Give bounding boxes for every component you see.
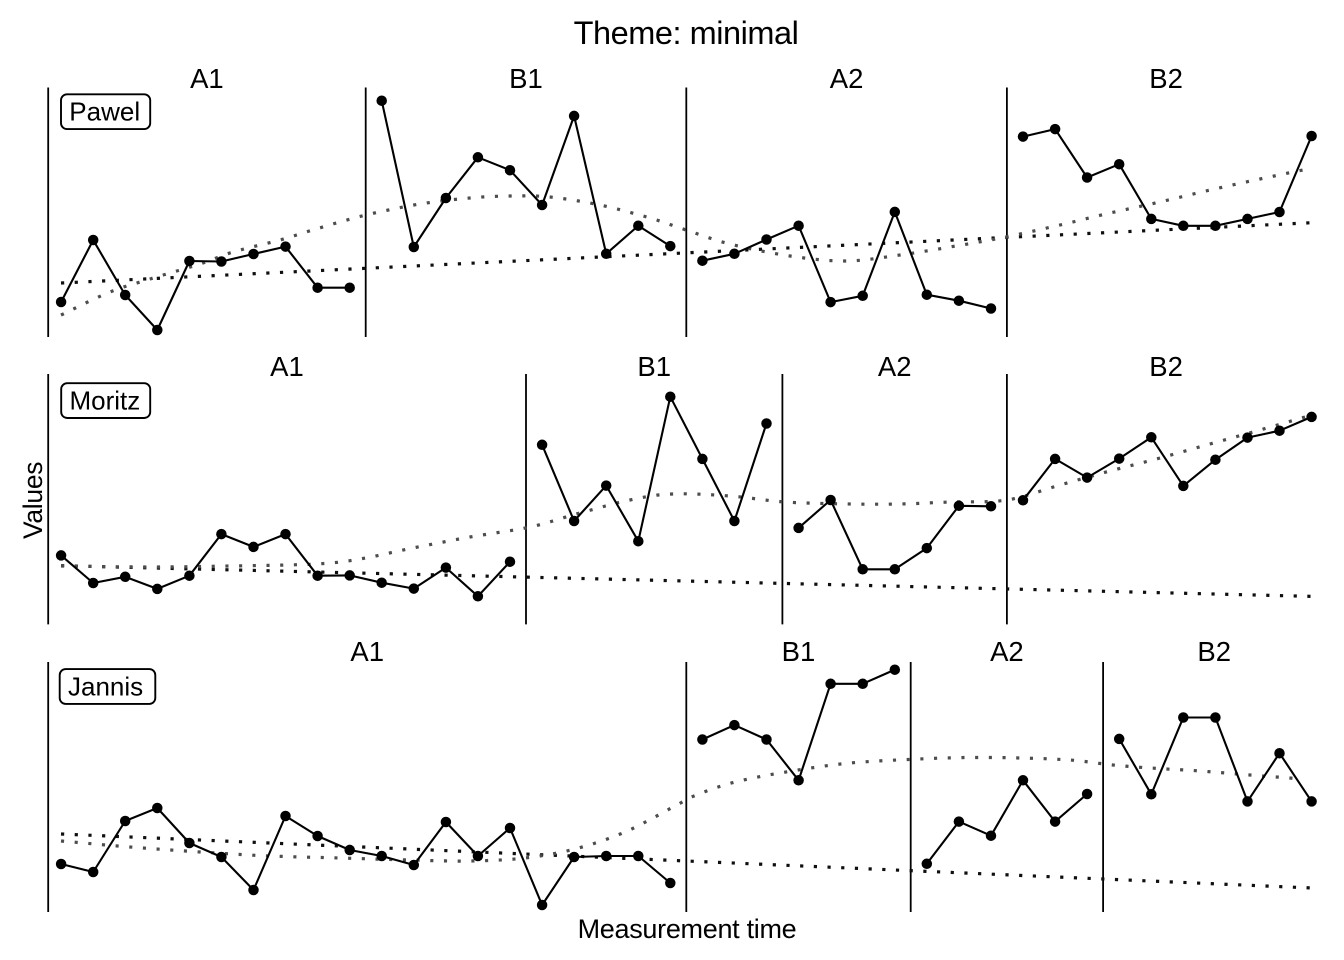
svg-text:Values: Values	[18, 462, 48, 539]
svg-text:B1: B1	[637, 351, 671, 382]
svg-text:A1: A1	[350, 636, 384, 667]
svg-text:Moritz: Moritz	[70, 386, 141, 416]
svg-text:A1: A1	[270, 351, 304, 382]
svg-text:B1: B1	[782, 636, 816, 667]
svg-text:Pawel: Pawel	[69, 97, 140, 127]
svg-text:Jannis: Jannis	[68, 672, 143, 702]
svg-text:A1: A1	[190, 63, 224, 94]
svg-text:B2: B2	[1149, 63, 1183, 94]
svg-text:B1: B1	[509, 63, 543, 94]
svg-text:A2: A2	[990, 636, 1024, 667]
svg-text:B2: B2	[1149, 351, 1183, 382]
svg-text:Theme: minimal: Theme: minimal	[574, 15, 799, 51]
svg-text:A2: A2	[830, 63, 864, 94]
svg-text:Measurement time: Measurement time	[578, 914, 797, 944]
svg-text:B2: B2	[1197, 636, 1231, 667]
svg-text:A2: A2	[878, 351, 912, 382]
